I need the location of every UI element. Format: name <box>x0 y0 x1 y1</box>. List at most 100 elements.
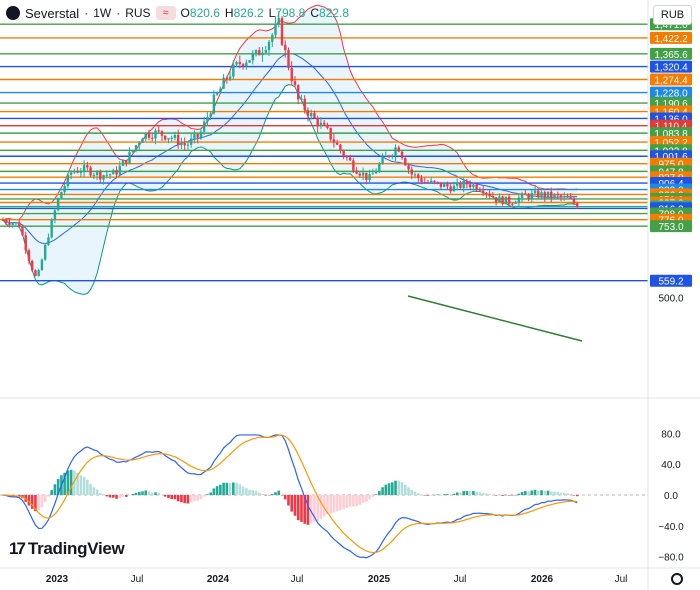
macd-histogram-bar <box>238 484 242 495</box>
candle-body <box>277 17 280 24</box>
signal-line <box>2 434 578 554</box>
macd-histogram-bar <box>264 495 268 496</box>
candle-body <box>358 173 362 176</box>
gear-icon[interactable] <box>671 573 683 585</box>
candle-body <box>378 163 381 172</box>
macd-histogram-bar <box>270 494 274 495</box>
ohlc-high: H826.2 <box>225 6 264 20</box>
candle-body <box>76 170 79 173</box>
chart-header: Severstal · 1W · RUS ≈ O820.6 H826.2 L79… <box>6 4 349 22</box>
ohlc-low-label: L <box>268 6 276 20</box>
macd-histogram-bar <box>455 492 459 495</box>
candle-body <box>1 219 5 221</box>
candle-body <box>371 173 375 175</box>
candle-body <box>196 134 199 138</box>
candle-body <box>11 223 14 225</box>
macd-histogram-bar <box>245 488 248 495</box>
candle-body <box>391 155 394 157</box>
separator: · <box>84 6 89 20</box>
macd-pane: 80.0 40.0 0.0 −40.0 −80.0 <box>0 429 684 564</box>
macd-histogram-bar <box>520 491 524 495</box>
candle-body <box>352 160 355 171</box>
candle-body <box>433 180 436 182</box>
candle-body <box>313 112 316 118</box>
macd-histogram-bar <box>189 495 193 503</box>
candle-body <box>173 134 177 138</box>
candle-body <box>306 109 310 117</box>
macd-histogram-bar <box>442 494 446 495</box>
tradingview-logo[interactable]: 17 TradingView <box>9 539 125 559</box>
candle-body <box>151 137 154 139</box>
candle-body <box>507 196 511 204</box>
candle-body <box>89 167 92 176</box>
ohlc-open-value: 820.6 <box>189 6 220 20</box>
macd-histogram-bar <box>501 495 504 496</box>
macd-histogram-bar <box>319 495 323 519</box>
macd-histogram-bar <box>73 470 76 495</box>
compare-toggle-icon[interactable]: ≈ <box>155 6 176 20</box>
macd-histogram-bar <box>27 495 31 506</box>
candle-body <box>73 170 76 173</box>
macd-histogram-bar <box>79 475 83 495</box>
candle-body <box>180 143 183 146</box>
candle-body <box>222 77 225 89</box>
candle-body <box>56 198 60 211</box>
candle-body <box>245 62 248 66</box>
macd-histogram-bar <box>267 494 271 496</box>
level-label-bg <box>650 31 692 44</box>
macd-histogram-bar <box>105 495 109 497</box>
macd-histogram-bar <box>180 495 183 503</box>
candle-body <box>79 172 83 174</box>
interval-label[interactable]: 1W <box>93 6 112 20</box>
macd-histogram-bar <box>303 495 307 524</box>
macd-histogram-bar <box>306 495 310 525</box>
level-label-bg <box>650 47 692 60</box>
candle-body <box>368 174 371 180</box>
macd-histogram-bar <box>514 494 517 496</box>
candle-body <box>319 122 323 127</box>
macd-histogram-bar <box>332 495 336 513</box>
macd-histogram-bar <box>524 491 527 495</box>
macd-histogram-bar <box>553 491 556 495</box>
level-label: 975.0 <box>658 160 683 171</box>
level-label-bg <box>650 73 692 86</box>
time-axis-tick: Jul <box>615 574 628 585</box>
symbol-name[interactable]: Severstal <box>25 5 80 21</box>
candle-body <box>18 222 21 227</box>
macd-histogram-bar <box>572 495 576 496</box>
tradingview-wordmark: TradingView <box>27 539 125 558</box>
candle-body <box>394 147 397 156</box>
macd-histogram-bar <box>378 490 381 495</box>
candle-body <box>115 170 118 175</box>
macd-axis-tick: −80.0 <box>658 553 684 564</box>
macd-histogram-bar <box>355 495 358 507</box>
candle-body <box>316 117 319 127</box>
severstal-logo-icon <box>6 6 20 20</box>
candle-body <box>455 182 459 186</box>
candle-body <box>543 192 546 198</box>
currency-button[interactable]: RUB <box>653 5 692 25</box>
candle-body <box>374 171 378 174</box>
macd-histogram-bar <box>465 490 469 495</box>
candle-body <box>566 196 569 198</box>
macd-histogram-bar <box>95 489 99 495</box>
macd-histogram-bar <box>420 494 423 496</box>
macd-histogram-bar <box>407 487 410 495</box>
macd-histogram-bar <box>536 490 540 495</box>
candle-body <box>160 130 164 136</box>
candle-body <box>248 60 251 63</box>
macd-histogram-bar <box>261 494 264 495</box>
candle-body <box>462 180 465 188</box>
macd-histogram-bar <box>335 495 339 512</box>
level-label: 753.0 <box>658 222 683 233</box>
macd-histogram-bar <box>137 492 141 495</box>
candle-body <box>556 194 559 196</box>
macd-histogram-bar <box>254 490 258 495</box>
candle-body <box>426 182 430 184</box>
macd-histogram-bar <box>241 486 245 495</box>
macd-axis-tick: −40.0 <box>658 522 684 533</box>
candle-body <box>459 182 462 188</box>
macd-histogram-bar <box>209 492 212 495</box>
